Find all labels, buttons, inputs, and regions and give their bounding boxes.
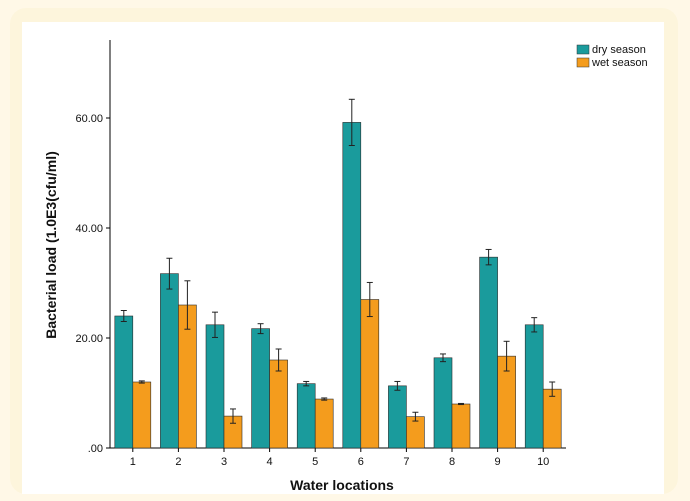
legend-swatch-wet-season	[576, 57, 590, 68]
bar-dry-season-7	[388, 385, 407, 449]
y-axis-title: Bacterial load (1.0E3(cfu/ml)	[43, 151, 59, 339]
bar-dry-season-8	[433, 357, 453, 449]
bar-wet-season-10	[542, 388, 562, 449]
bar-dry-season-1	[114, 315, 134, 449]
y-tick-label: 60.00	[75, 113, 103, 125]
legend-label-dry-season: dry season	[592, 44, 646, 56]
legend-label-wet-season: wet season	[591, 57, 648, 69]
bar-wet-season-6	[360, 299, 380, 449]
x-tick-label: 10	[537, 456, 549, 468]
x-tick-label: 7	[403, 456, 409, 468]
y-tick-label: .00	[88, 443, 103, 455]
bar-wet-season-5	[314, 398, 334, 449]
x-tick-label: 8	[449, 456, 455, 468]
x-axis-title: Water locations	[290, 477, 394, 493]
bars	[114, 122, 562, 449]
x-tick-label: 4	[267, 456, 273, 468]
legend-swatch-dry-season	[576, 44, 590, 55]
bar-dry-season-3	[205, 324, 225, 449]
x-tick-label: 5	[312, 456, 318, 468]
bar-dry-season-5	[296, 383, 316, 449]
x-tick-label: 6	[358, 456, 364, 468]
x-axis: 1 2 3 4 5 6 7 8 9 10	[110, 447, 566, 468]
bar-dry-season-10	[524, 324, 544, 449]
y-tick-label: 40.00	[75, 223, 103, 235]
bar-dry-season-6	[342, 122, 362, 449]
bar-wet-season-1	[132, 381, 152, 449]
y-axis: .00 20.00 40.00 60.00	[75, 40, 111, 455]
x-tick-label: 2	[175, 456, 181, 468]
bar-dry-season-2	[160, 273, 179, 449]
x-tick-label: 1	[130, 456, 136, 468]
bar-dry-season-9	[479, 256, 498, 449]
legend: dry season wet season	[576, 44, 648, 69]
bar-wet-season-4	[269, 359, 288, 449]
bar-dry-season-4	[251, 328, 270, 449]
error-bars	[120, 98, 556, 424]
x-tick-label: 9	[495, 456, 501, 468]
x-tick-label: 3	[221, 456, 227, 468]
bar-wet-season-8	[451, 403, 471, 449]
y-tick-label: 20.00	[75, 333, 103, 345]
